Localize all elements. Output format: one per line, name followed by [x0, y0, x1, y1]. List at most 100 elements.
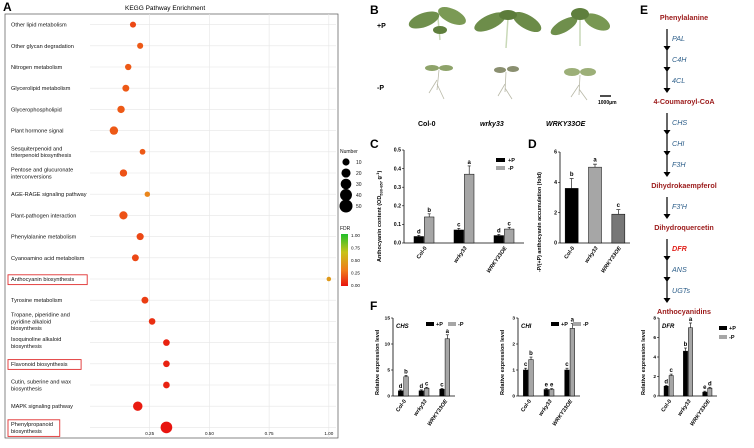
sig-letter: a — [593, 158, 597, 164]
pathway-arrowhead — [663, 130, 671, 135]
bar — [707, 387, 713, 397]
kegg-x-tick: 0.50 — [205, 431, 214, 436]
kegg-dot — [160, 421, 173, 434]
kegg-dot — [326, 276, 332, 282]
pathway-enzyme: ANS — [671, 265, 687, 274]
y-tick-label: 4 — [653, 355, 656, 361]
category-label: WRKY33OE — [427, 398, 450, 427]
kegg-y-labels: Other lipid metabolism Other glycan degra… — [7, 23, 88, 437]
y-tick-label: 8 — [653, 316, 656, 322]
pathway-arrowhead — [663, 298, 671, 303]
kegg-frame — [4, 13, 339, 439]
kegg-highlight-box — [7, 274, 88, 286]
kegg-dot — [136, 233, 144, 241]
sig-letter: d — [419, 384, 423, 390]
kegg-title: KEGG Pathway Enrichment — [125, 5, 205, 12]
seedling-minus-oe — [564, 68, 596, 101]
sig-letter: c — [457, 222, 461, 228]
kegg-dot — [163, 360, 170, 368]
kegg-pathway-label: Other glycan degradation — [11, 44, 74, 50]
legend-label-plus: +P — [508, 158, 515, 164]
fdr-tick-label: 0.00 — [351, 283, 360, 288]
kegg-pathway-label: Phenylpropanoid biosynthesis — [11, 422, 53, 435]
y-tick-label: 10 — [385, 342, 391, 348]
pathway-arrowhead — [663, 88, 671, 93]
kegg-pathway-label: Cutin, suberine and wax biosynthesis — [11, 380, 71, 393]
kegg-pathway-label: Tropane, piperidine and pyridine alkaloid… — [11, 313, 70, 333]
legend-label-plus: +P — [729, 326, 736, 332]
seedling-plus-col0 — [408, 7, 466, 41]
bar — [668, 375, 674, 397]
d-ylabel: -P/(+P) anthocyanin accumulation (fold) — [537, 172, 543, 272]
kegg-pathway-label: Sesquiterpenoid and triterpenoid biosynth… — [11, 146, 72, 159]
panel-label-d: D — [528, 137, 537, 151]
sig-letter: c — [617, 203, 621, 209]
legend-swatch-plus — [426, 322, 434, 326]
pathway-arrowhead — [663, 67, 671, 72]
sig-letter: b — [427, 208, 431, 214]
sig-letter: d — [664, 379, 668, 385]
kegg-pathway-label: Plant hormone signal — [11, 129, 64, 135]
pathway-compound: 4-Coumaroyl-CoA — [653, 97, 714, 106]
size-legend-label: 30 — [356, 182, 362, 188]
c-header-wrky33: wrky33 — [480, 121, 504, 128]
sig-letter: a — [689, 317, 693, 323]
sig-letter: e — [545, 383, 549, 389]
category-label: Col-0 — [416, 246, 429, 261]
size-legend-dot — [341, 168, 351, 178]
sig-letter: b — [529, 351, 533, 357]
bar — [418, 390, 424, 397]
pathway-compound: Anthocyanidins — [657, 307, 711, 316]
y-tick-label: 0.4 — [394, 166, 401, 172]
kegg-x-tick: 1.00 — [324, 431, 333, 436]
legend-label-minus: -P — [729, 335, 735, 341]
sig-letter: d — [417, 229, 421, 235]
seedling-photos — [408, 7, 611, 101]
kegg-x-tick: 0.75 — [265, 431, 274, 436]
bar — [439, 388, 445, 397]
sig-letter: b — [684, 342, 688, 348]
kegg-x-ticks: 0.25 0.50 0.75 1.00 — [145, 431, 334, 436]
f-gene-label: DFR — [662, 324, 675, 330]
bar — [413, 236, 424, 244]
bar — [549, 389, 555, 397]
sig-letter: b — [570, 172, 574, 178]
legend-swatch-minus — [496, 166, 505, 170]
panel-label-b: B — [370, 3, 379, 17]
kegg-dot — [131, 254, 139, 262]
category-label: WRKY33OE — [600, 245, 623, 274]
panel-label-f: F — [370, 299, 377, 313]
kegg-pathway-label: Other lipid metabolism — [11, 23, 67, 29]
size-legend-label: 40 — [356, 193, 362, 199]
f-gene-label: CHS — [396, 324, 409, 330]
size-legend-dot — [339, 199, 353, 213]
kegg-pathway-label: Isoquinoline alkaloid biosynthesis — [11, 337, 61, 350]
sig-letter: d — [399, 384, 403, 390]
category-label: WRKY33OE — [552, 398, 575, 427]
kegg-grid — [90, 14, 336, 438]
bar — [403, 376, 409, 397]
bar — [398, 390, 404, 397]
f-ylabel: Relative expression level — [375, 329, 381, 395]
y-tick-label: 0 — [554, 241, 557, 247]
chart-c: 0.0 0.1 0.2 0.3 0.4 0.5 d b Col-0 c a wrky33 d c WRKY3… — [394, 148, 524, 274]
scale-label: 1000μm — [598, 100, 617, 106]
kegg-dot — [141, 296, 149, 304]
category-label: wrky33 — [453, 246, 469, 265]
size-legend-label: 50 — [356, 204, 362, 210]
category-label: wrky33 — [677, 399, 693, 418]
pathway-enzyme: F3'H — [672, 202, 688, 211]
y-tick-label: 0.2 — [394, 204, 401, 210]
seedling-minus-wrky33 — [494, 66, 519, 100]
y-tick-label: 2 — [554, 210, 557, 216]
kegg-dot — [137, 42, 144, 49]
size-legend-dot — [340, 178, 352, 190]
pathway-arrowhead — [663, 172, 671, 177]
sig-letter: c — [440, 382, 444, 388]
bar — [424, 387, 430, 397]
kegg-pathway-label: Glycerophospholipid — [11, 107, 62, 113]
y-tick-label: 0.1 — [394, 222, 401, 228]
y-tick-label: 0.0 — [394, 241, 401, 247]
sig-letter: c — [565, 362, 569, 368]
